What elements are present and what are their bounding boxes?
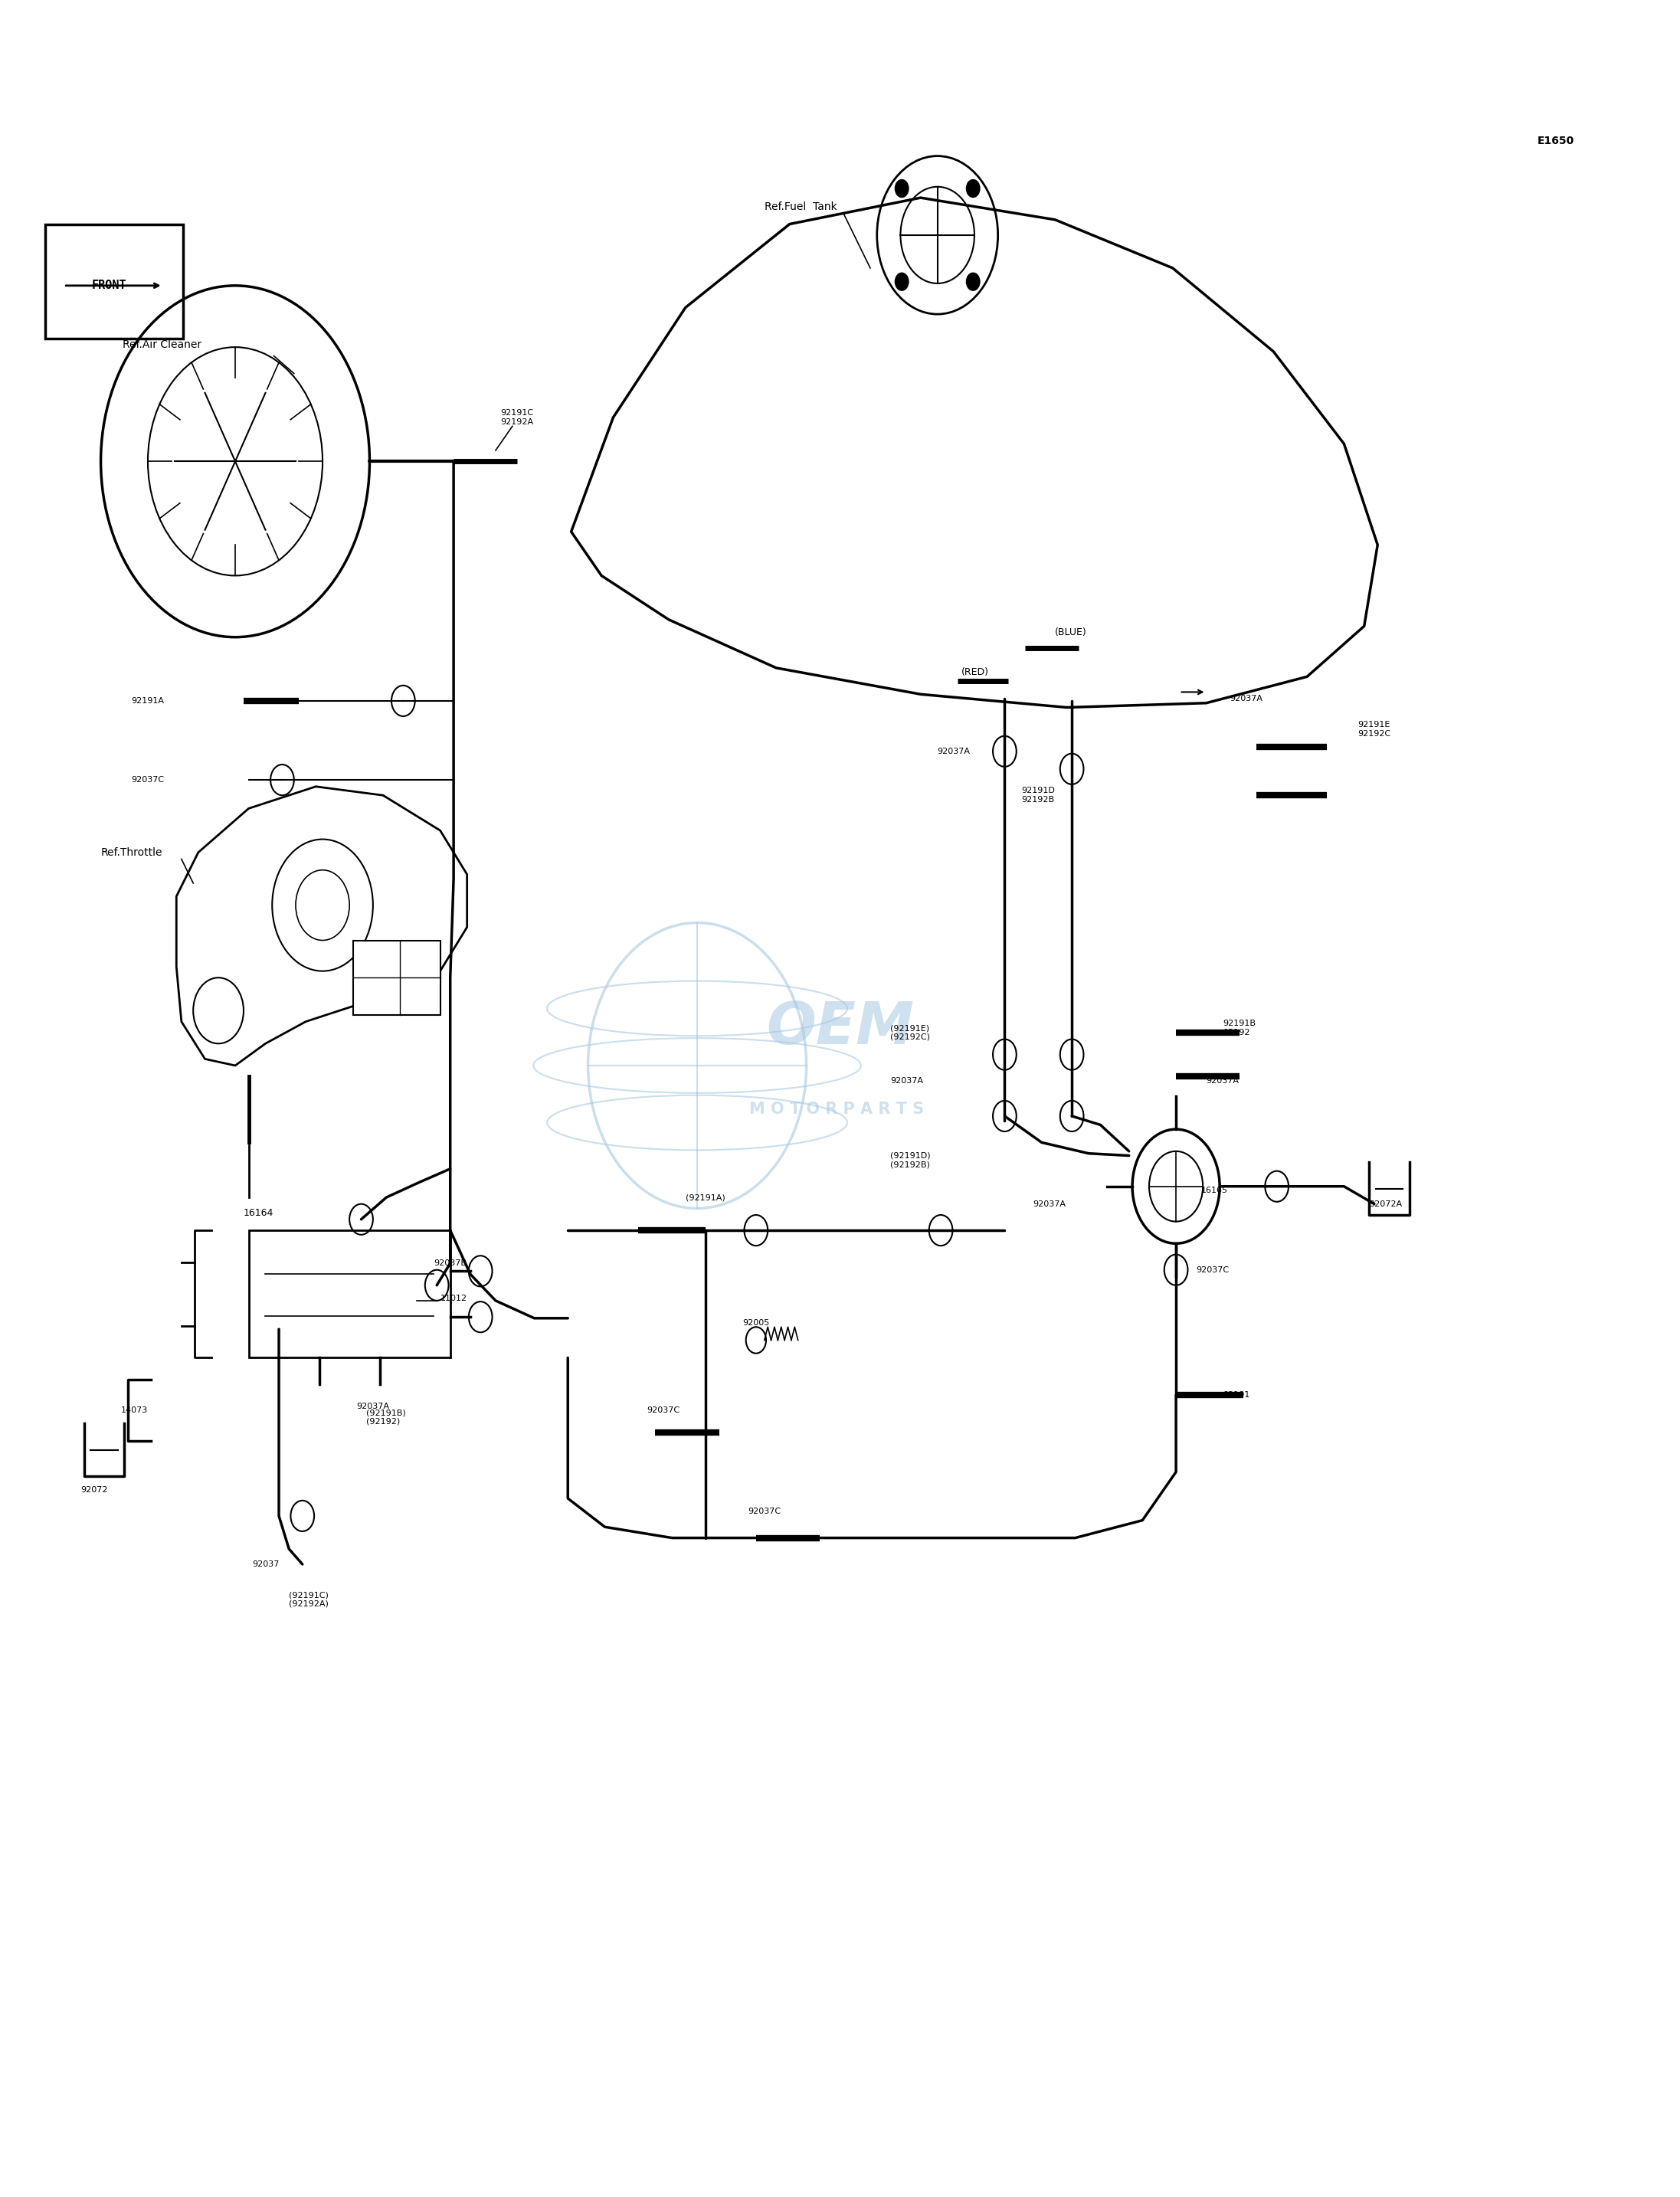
Text: (RED): (RED) — [961, 668, 988, 677]
Text: M O T O R P A R T S: M O T O R P A R T S — [749, 1103, 924, 1116]
FancyBboxPatch shape — [249, 1230, 450, 1358]
Text: (92191A): (92191A) — [685, 1193, 726, 1202]
Text: (92191E)
(92192C): (92191E) (92192C) — [890, 1024, 931, 1041]
Text: 92072A: 92072A — [1369, 1200, 1403, 1208]
Text: 92037C: 92037C — [647, 1406, 680, 1415]
Text: 92191E
92192C: 92191E 92192C — [1357, 721, 1391, 738]
Text: 92072: 92072 — [81, 1485, 108, 1494]
Text: 92191: 92191 — [1223, 1391, 1250, 1399]
Text: (92191B)
(92192): (92191B) (92192) — [366, 1408, 407, 1426]
Circle shape — [895, 272, 909, 290]
Text: Ref.Fuel  Tank: Ref.Fuel Tank — [764, 202, 837, 211]
Text: 92037A: 92037A — [1230, 694, 1263, 703]
Text: E1650: E1650 — [1537, 136, 1574, 145]
Text: 92037A: 92037A — [1206, 1077, 1240, 1085]
Text: 92191D
92192B: 92191D 92192B — [1021, 787, 1055, 804]
Text: 92037C: 92037C — [1196, 1265, 1230, 1274]
Text: 14073: 14073 — [121, 1406, 148, 1415]
FancyBboxPatch shape — [45, 224, 183, 338]
Text: (92191D)
(92192B): (92191D) (92192B) — [890, 1151, 931, 1169]
Text: 92037: 92037 — [252, 1560, 279, 1569]
Text: (BLUE): (BLUE) — [1055, 628, 1087, 637]
Text: (92191C)
(92192A): (92191C) (92192A) — [289, 1591, 329, 1608]
Text: 16164: 16164 — [244, 1208, 274, 1217]
Text: 92037B: 92037B — [433, 1259, 467, 1268]
Text: 92191B
92192: 92191B 92192 — [1223, 1019, 1257, 1037]
Text: 92037A: 92037A — [1033, 1200, 1067, 1208]
Text: 92191A: 92191A — [131, 696, 165, 705]
Text: 92037A: 92037A — [356, 1402, 390, 1410]
Text: 16165: 16165 — [1201, 1186, 1228, 1195]
Circle shape — [966, 180, 979, 198]
Circle shape — [895, 180, 909, 198]
Circle shape — [966, 272, 979, 290]
Text: Ref.Throttle: Ref.Throttle — [101, 848, 163, 857]
Text: 92191C
92192A: 92191C 92192A — [501, 409, 534, 426]
Text: 92037C: 92037C — [131, 776, 165, 784]
Text: Ref.Air Cleaner: Ref.Air Cleaner — [123, 341, 202, 349]
Text: FRONT: FRONT — [92, 279, 126, 292]
Text: 92037A: 92037A — [937, 747, 971, 756]
Text: OEM: OEM — [766, 1000, 914, 1057]
Text: 92037A: 92037A — [890, 1077, 924, 1085]
Text: 92005: 92005 — [743, 1318, 769, 1327]
Text: 11012: 11012 — [440, 1294, 467, 1303]
Text: 92037C: 92037C — [748, 1507, 781, 1516]
FancyBboxPatch shape — [353, 940, 440, 1015]
